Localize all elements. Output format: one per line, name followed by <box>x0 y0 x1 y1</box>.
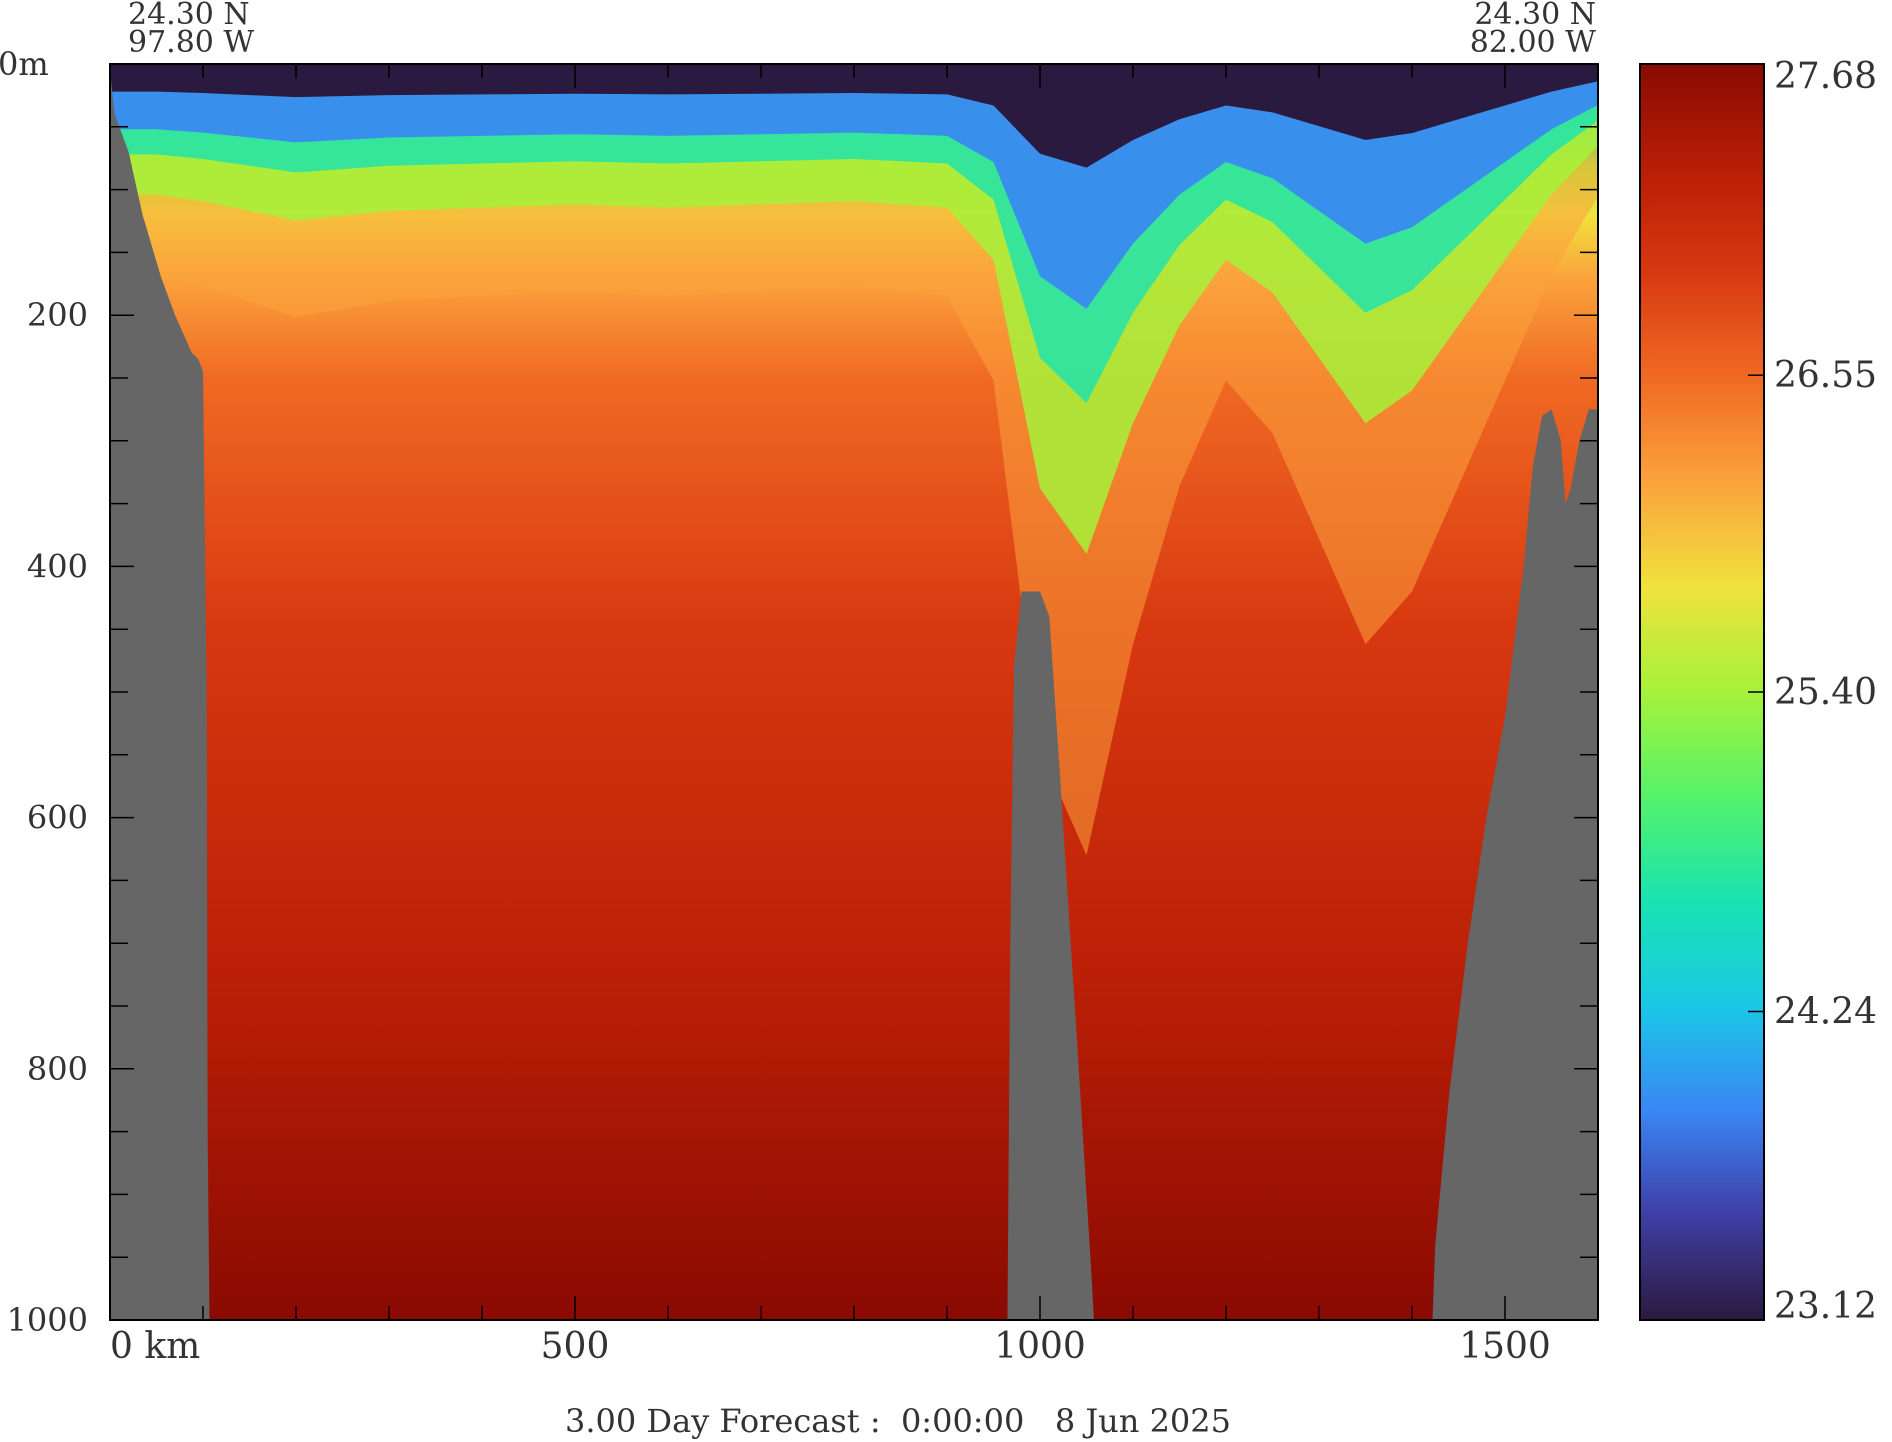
land-west-slope <box>110 70 213 1320</box>
x-tick-label-500: 500 <box>541 1326 610 1367</box>
x-tick-label-1500: 1500 <box>1459 1326 1551 1367</box>
blue-layer <box>110 64 1598 309</box>
y-tick-label-200: 200 <box>27 296 88 334</box>
x-axis-tick-labels: 0 km 500 1000 1500 <box>110 1326 1551 1367</box>
y-tick-label-600: 600 <box>27 799 88 837</box>
plot-area <box>109 63 1599 1321</box>
y-tick-label-0: 0m <box>0 45 49 83</box>
land-masks <box>110 70 1598 1320</box>
left-longitude-label: 97.80 W <box>128 25 254 60</box>
colorbar-label-24-24: 24.24 <box>1774 992 1877 1033</box>
y-axis-tick-labels: 0m 200 400 600 800 1000 <box>0 45 88 1339</box>
corner-labels: 24.30 N 97.80 W 24.30 N 82.00 W <box>128 0 1596 60</box>
colorbar: 27.68 26.55 25.40 24.24 23.12 <box>1639 56 1877 1327</box>
x-tick-label-0: 0 km <box>110 1326 200 1367</box>
right-latitude-label: 24.30 N <box>1474 0 1596 32</box>
colorbar-label-27-68: 27.68 <box>1774 56 1877 97</box>
y-axis-ticks <box>110 126 1598 1258</box>
forecast-footer: 3.00 Day Forecast : 0:00:00 8 Jun 2025 <box>565 1402 1231 1440</box>
y-tick-label-1000: 1000 <box>7 1301 88 1339</box>
y-tick-label-400: 400 <box>27 547 88 585</box>
y-tick-label-800: 800 <box>27 1050 88 1088</box>
right-longitude-label: 82.00 W <box>1470 25 1596 60</box>
land-central-ridge <box>1007 591 1094 1320</box>
temperature-field <box>110 64 1598 1320</box>
surface-cold-layer <box>110 64 1598 168</box>
warm-transition-band <box>110 64 1598 856</box>
colorbar-ticks <box>1748 374 1764 1013</box>
colorbar-label-26-55: 26.55 <box>1774 355 1877 396</box>
colorbar-label-25-40: 25.40 <box>1774 672 1877 713</box>
colorbar-gradient <box>1639 63 1765 1321</box>
left-latitude-label: 24.30 N <box>128 0 250 32</box>
x-axis-ticks <box>202 64 1506 1320</box>
colorbar-label-23-12: 23.12 <box>1774 1286 1877 1327</box>
x-tick-label-1000: 1000 <box>994 1326 1086 1367</box>
land-east-slope <box>1432 409 1598 1320</box>
